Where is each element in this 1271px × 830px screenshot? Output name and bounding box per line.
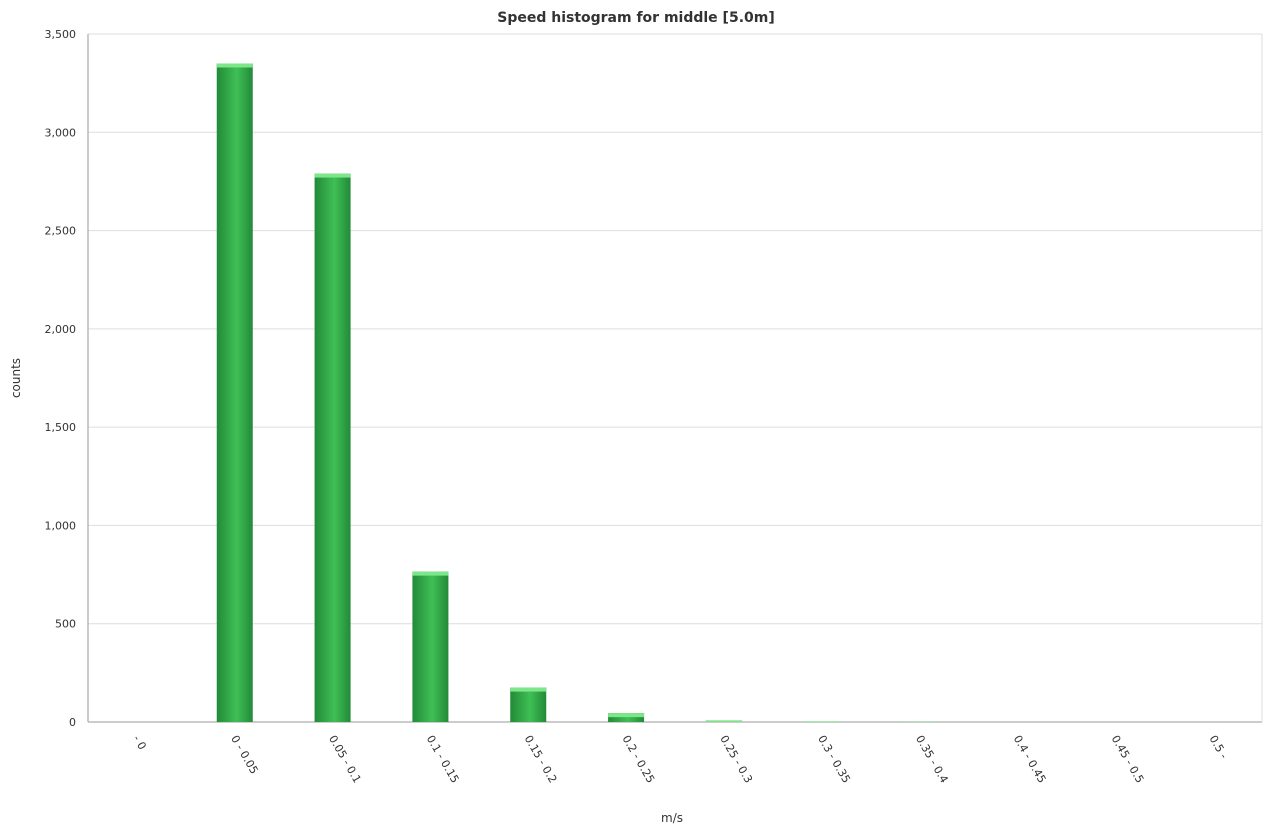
gridlines xyxy=(88,33,1262,625)
x-tick-label: 0.2 - 0.25 xyxy=(619,733,657,785)
x-tick-label: 0.05 - 0.1 xyxy=(326,733,364,785)
x-tick-label: 0.1 - 0.15 xyxy=(424,733,462,785)
axes xyxy=(87,34,1263,723)
x-tick-label: 0.5 - xyxy=(1206,733,1230,761)
x-axis-label: m/s xyxy=(661,811,683,825)
bar-top-highlight xyxy=(608,713,645,718)
bar-top-highlight xyxy=(314,173,351,178)
x-tick-label: 0.15 - 0.2 xyxy=(522,733,560,785)
x-tick-label: 0.45 - 0.5 xyxy=(1109,733,1147,785)
y-tick-label: 1,000 xyxy=(45,519,77,532)
bar-top-highlight xyxy=(803,721,840,722)
y-tick-label: 2,000 xyxy=(45,323,77,336)
x-tick-label: 0 - 0.05 xyxy=(228,733,260,776)
bar xyxy=(510,687,547,722)
bar-top-highlight xyxy=(510,687,547,692)
y-axis-ticks: 0 500 1,000 1,500 2,000 2,500 3,000 3,500 xyxy=(45,28,77,729)
bar xyxy=(216,63,253,722)
y-tick-label: 2,500 xyxy=(45,225,77,238)
bar xyxy=(608,713,645,722)
y-axis-label: counts xyxy=(9,358,23,398)
y-tick-label: 3,000 xyxy=(45,126,77,139)
x-tick-label: - 0 xyxy=(130,733,148,752)
x-axis-ticks: - 0 0 - 0.05 0.05 - 0.1 0.1 - 0.15 0.15 - 0.… xyxy=(130,733,1230,785)
y-tick-label: 3,500 xyxy=(45,28,77,41)
bar-top-highlight xyxy=(412,571,449,576)
bar-top-highlight xyxy=(216,63,253,68)
bar xyxy=(314,173,351,722)
bar-top-highlight xyxy=(705,720,742,722)
bars xyxy=(216,63,938,722)
y-tick-label: 0 xyxy=(69,716,76,729)
x-tick-label: 0.25 - 0.3 xyxy=(717,733,755,785)
x-tick-label: 0.35 - 0.4 xyxy=(913,733,951,785)
y-tick-label: 500 xyxy=(55,618,76,631)
x-tick-label: 0.4 - 0.45 xyxy=(1011,733,1049,785)
chart-title: Speed histogram for middle [5.0m] xyxy=(497,10,775,26)
bar xyxy=(412,571,449,722)
y-tick-label: 1,500 xyxy=(45,421,77,434)
x-tick-label: 0.3 - 0.35 xyxy=(815,733,853,785)
